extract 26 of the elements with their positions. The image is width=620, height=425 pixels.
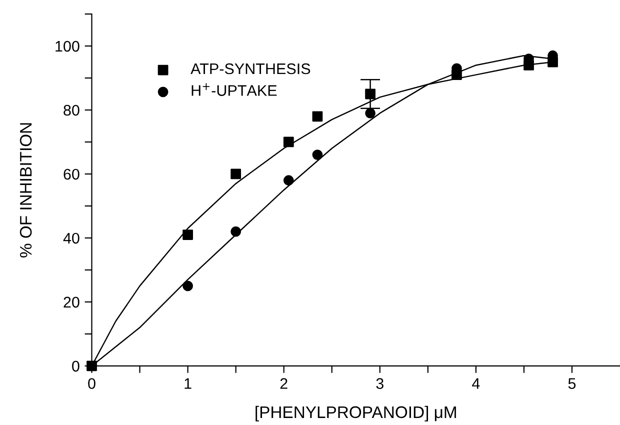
- x-tick-label: 0: [88, 378, 96, 389]
- legend-label: H$^{+}$-UPTAKE: [192, 83, 277, 96]
- x-tick-label: 3: [376, 378, 384, 389]
- y-tick-label: 40: [63, 232, 80, 244]
- y-tick-label: 0: [72, 360, 80, 372]
- point: [283, 136, 294, 148]
- x-tick-label: 5: [568, 378, 576, 389]
- x-axis-title: [PHENYLPROPANOID] μM: [256, 406, 456, 422]
- point: [312, 150, 323, 160]
- point: [365, 108, 376, 118]
- point: [283, 175, 294, 186]
- legend-label: ATP-SYNTHESIS: [190, 63, 310, 74]
- point: [230, 226, 242, 237]
- point: [182, 280, 193, 292]
- y-tick-label: 80: [64, 104, 80, 116]
- y-tick-label: 20: [64, 296, 80, 308]
- y-tick-label: 100: [56, 40, 80, 52]
- point: [365, 88, 376, 100]
- y-axis-title: % OF INHIBITION: [20, 123, 32, 258]
- y-tick-label: 60: [64, 168, 80, 180]
- x-tick-label: 1: [184, 378, 192, 389]
- x-tick-label: 4: [472, 378, 480, 389]
- point: [230, 168, 242, 180]
- point: [312, 111, 323, 122]
- x-tick-label: 2: [280, 378, 288, 389]
- point: [182, 230, 193, 240]
